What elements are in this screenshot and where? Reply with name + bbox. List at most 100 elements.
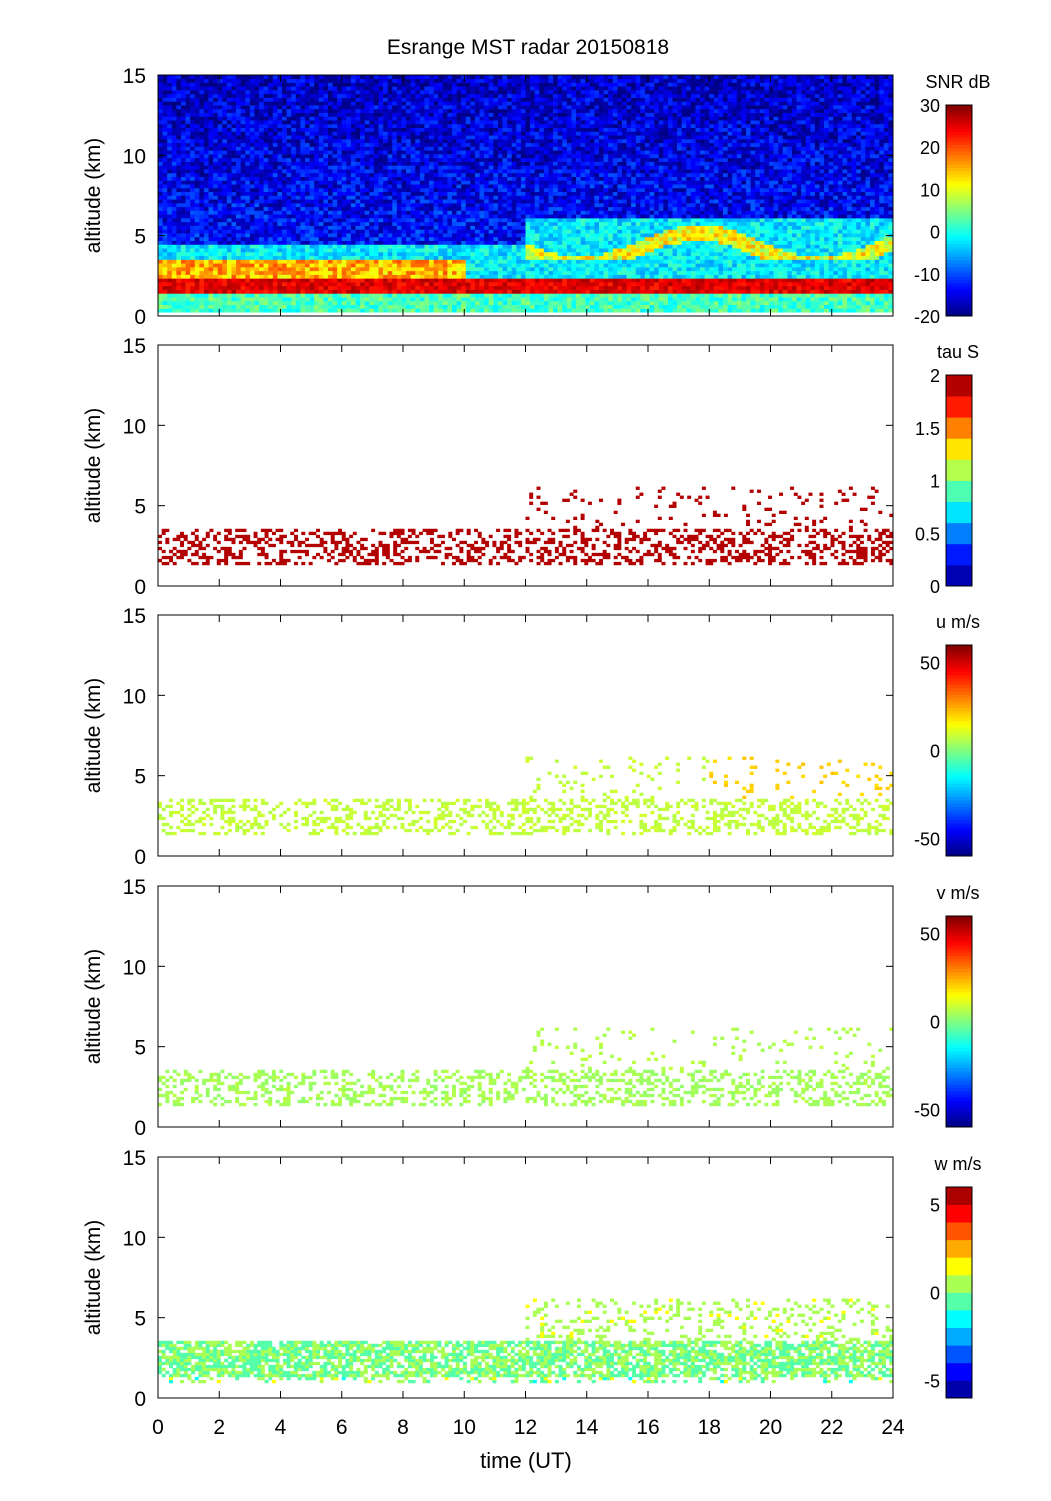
heatmap-cell: [392, 139, 398, 144]
heatmap-cell: [318, 135, 324, 140]
heatmap-cell: [162, 157, 168, 162]
heatmap-cell: [318, 169, 324, 174]
heatmap-cell: [378, 195, 384, 200]
heatmap-cell: [171, 274, 177, 279]
heatmap-cell: [493, 210, 499, 215]
heatmap-cell: [410, 116, 416, 121]
heatmap-cell: [341, 184, 347, 189]
heatmap-cell: [387, 93, 393, 98]
heatmap-cell: [323, 259, 329, 264]
heatmap-cell: [158, 221, 163, 226]
heatmap-cell: [245, 248, 251, 253]
heatmap-cell: [355, 278, 361, 283]
heatmap-cell: [447, 263, 453, 268]
heatmap-cell: [470, 187, 476, 193]
heatmap-cell: [318, 214, 324, 219]
heatmap-cell: [346, 267, 352, 272]
heatmap-cell: [245, 240, 251, 245]
heatmap-cell: [479, 165, 485, 170]
heatmap-cell: [176, 97, 182, 102]
heatmap-cell: [254, 169, 260, 174]
heatmap-cell: [295, 105, 301, 110]
heatmap-cell: [305, 187, 310, 193]
heatmap-cell: [396, 282, 402, 287]
heatmap-cell: [337, 135, 343, 140]
heatmap-cell: [171, 90, 177, 95]
heatmap-cell: [176, 176, 182, 181]
heatmap-cell: [511, 225, 517, 230]
heatmap-cell: [433, 97, 439, 102]
heatmap-cell: [332, 206, 338, 211]
heatmap-cell: [429, 233, 434, 238]
heatmap-cell: [194, 116, 200, 121]
heatmap-cell: [323, 150, 329, 155]
heatmap-cell: [410, 120, 416, 125]
heatmap-cell: [185, 180, 191, 185]
heatmap-cell: [350, 225, 356, 230]
heatmap-cell: [516, 263, 522, 268]
heatmap-cell: [341, 97, 347, 102]
heatmap-cell: [254, 285, 260, 290]
heatmap-cell: [493, 240, 499, 245]
heatmap-cell: [387, 139, 393, 144]
heatmap-cell: [502, 203, 508, 208]
heatmap-cell: [314, 206, 320, 211]
heatmap-cell: [180, 225, 186, 230]
heatmap-cell: [355, 203, 361, 208]
heatmap-cell: [507, 304, 513, 309]
heatmap-cell: [452, 97, 457, 102]
heatmap-cell: [383, 300, 388, 306]
heatmap-cell: [429, 127, 434, 132]
heatmap-cell: [447, 165, 453, 170]
heatmap-cell: [305, 251, 310, 257]
heatmap-cell: [433, 218, 439, 223]
heatmap-cell: [516, 157, 522, 162]
heatmap-cell: [263, 278, 269, 283]
heatmap-cell: [295, 165, 301, 170]
heatmap-cell: [470, 142, 476, 147]
heatmap-cell: [424, 210, 430, 215]
heatmap-cell: [341, 176, 347, 181]
heatmap-cell: [332, 218, 338, 223]
heatmap-cell: [240, 221, 246, 226]
heatmap-cell: [295, 267, 301, 272]
heatmap-cell: [180, 142, 186, 147]
heatmap-cell: [254, 218, 260, 223]
heatmap-cell: [190, 127, 196, 132]
heatmap-cell: [341, 240, 347, 245]
heatmap-cell: [516, 255, 522, 260]
heatmap-cell: [383, 293, 388, 298]
heatmap-cell: [162, 165, 168, 170]
heatmap-cell: [158, 161, 163, 166]
heatmap-cell: [447, 93, 453, 98]
heatmap-cell: [236, 308, 241, 313]
heatmap-cell: [341, 101, 347, 106]
heatmap-cell: [217, 150, 223, 155]
heatmap-cell: [401, 297, 407, 302]
heatmap-cell: [465, 123, 471, 129]
heatmap-cell: [484, 244, 490, 249]
heatmap-cell: [208, 206, 214, 211]
heatmap-cell: [171, 120, 177, 125]
heatmap-cell: [507, 240, 513, 245]
heatmap-cell: [488, 142, 494, 147]
heatmap-cell: [217, 78, 223, 83]
heatmap-cell: [272, 187, 278, 193]
heatmap-cell: [327, 278, 333, 283]
heatmap-cell: [442, 218, 448, 223]
heatmap-cell: [369, 248, 375, 253]
heatmap-cell: [162, 225, 168, 230]
heatmap-cell: [245, 154, 251, 159]
heatmap-cell: [240, 214, 246, 219]
heatmap-cell: [442, 123, 448, 129]
heatmap-cell: [419, 259, 425, 264]
heatmap-cell: [438, 86, 444, 91]
heatmap-cell: [180, 93, 186, 98]
heatmap-cell: [295, 157, 301, 162]
heatmap-cell: [350, 157, 356, 162]
heatmap-cell: [199, 263, 205, 268]
heatmap-cell: [465, 289, 471, 294]
heatmap-cell: [369, 135, 375, 140]
heatmap-cell: [392, 308, 398, 313]
heatmap-cell: [332, 289, 338, 294]
